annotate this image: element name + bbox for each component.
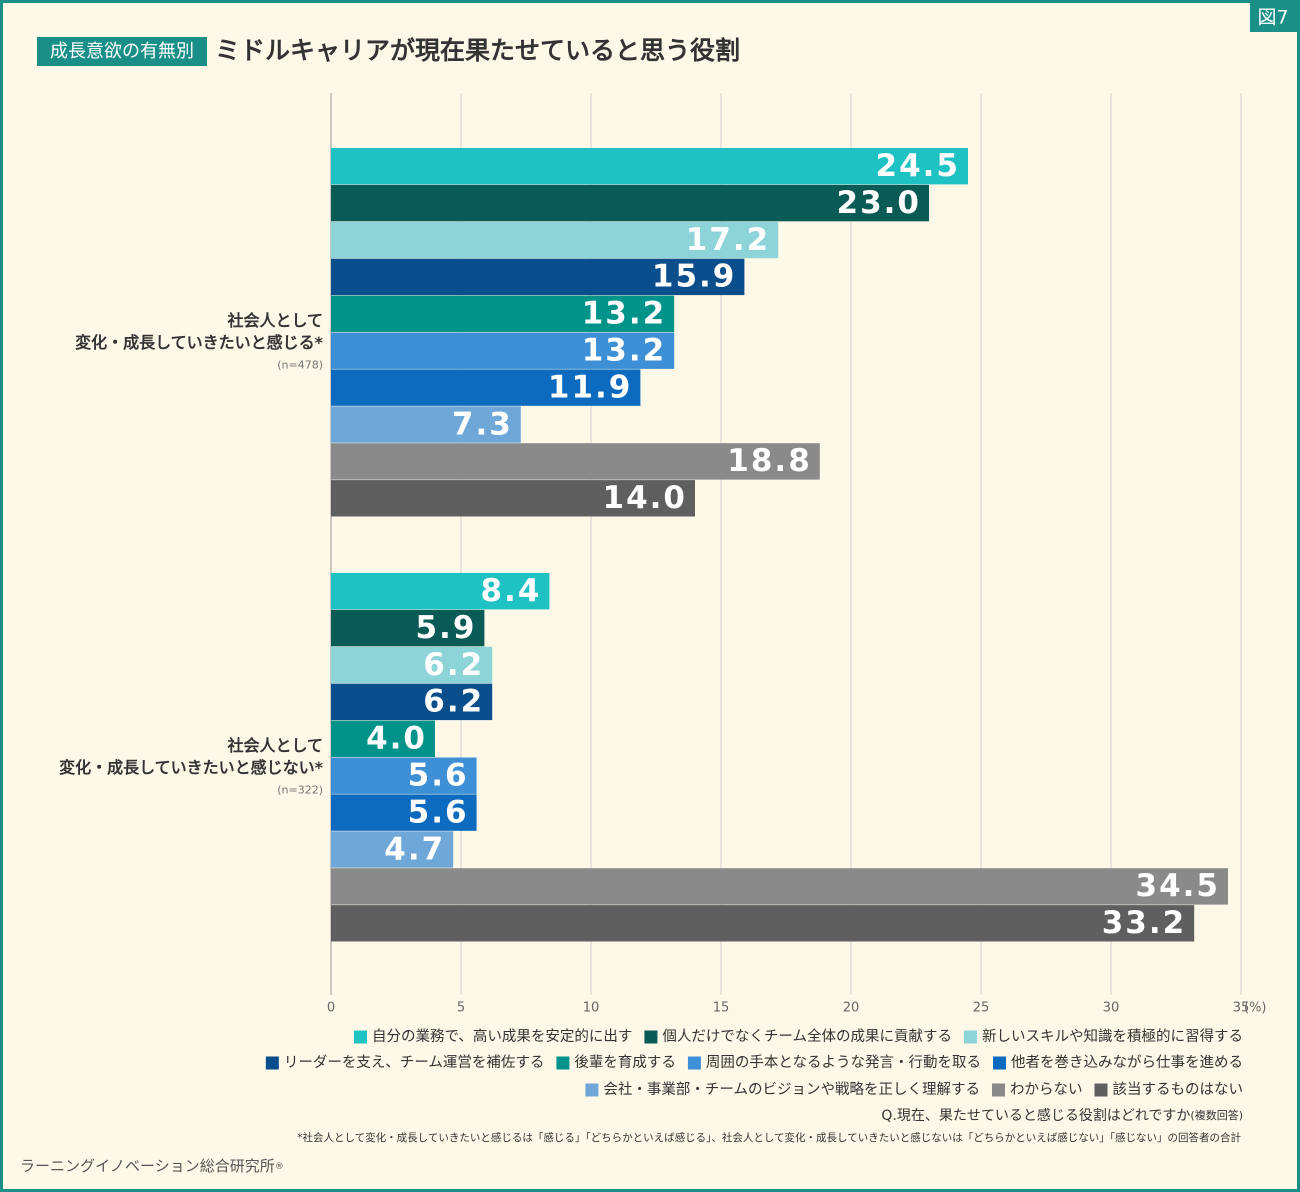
value-label: 8.4 xyxy=(480,573,541,609)
value-label: 17.2 xyxy=(686,222,771,258)
legend-label: 該当するものはない xyxy=(1113,1081,1244,1098)
question-text: Q.現在、果たせていると感じる役割はどれですか xyxy=(881,1107,1190,1124)
bar xyxy=(331,406,521,443)
category-label: 変化・成長していきたいと感じる* xyxy=(75,333,324,352)
bar xyxy=(331,609,485,647)
tag-box xyxy=(37,37,207,66)
legend-label: 後輩を育成する xyxy=(574,1054,676,1071)
legend-swatch xyxy=(354,1030,367,1044)
category-n: (n=322) xyxy=(277,784,323,797)
footnote: *社会人として変化・成長していきたいと感じるは「感じる」「どちらかといえば感じる… xyxy=(297,1131,1241,1144)
category-label: 社会人として xyxy=(226,311,323,330)
bar xyxy=(331,480,695,517)
source: ラーニングイノベーション総合研究所® xyxy=(20,1157,284,1175)
value-label: 4.7 xyxy=(384,831,445,867)
value-label: 15.9 xyxy=(652,259,737,295)
x-tick-label: 30 xyxy=(1103,1001,1120,1016)
legend-swatch xyxy=(556,1056,570,1070)
legend-swatch xyxy=(644,1030,658,1044)
legend-swatch xyxy=(993,1056,1006,1070)
x-tick-label: 25 xyxy=(973,1001,990,1016)
value-label: 13.2 xyxy=(582,332,667,368)
figure-badge xyxy=(1250,2,1297,32)
legend-label: 周囲の手本となるような発言・行動を取る xyxy=(706,1054,981,1071)
x-tick-label: 15 xyxy=(713,1001,730,1016)
bar xyxy=(331,720,435,757)
bar xyxy=(331,573,550,610)
bar xyxy=(331,221,779,259)
question: Q.現在、果たせていると感じる役割はどれですか(複数回答) xyxy=(881,1107,1243,1124)
chart-title: ミドルキャリアが現在果たせていると思う役割 xyxy=(215,36,740,65)
bar xyxy=(331,794,477,831)
value-label: 5.9 xyxy=(415,610,476,646)
value-label: 13.2 xyxy=(582,296,667,332)
value-label: 6.2 xyxy=(423,647,484,683)
value-label: 5.6 xyxy=(408,757,469,793)
legend-swatch xyxy=(992,1083,1005,1097)
legend-swatch xyxy=(1094,1083,1108,1097)
bar xyxy=(331,332,675,369)
x-tick-label: 20 xyxy=(843,1001,860,1016)
value-label: 24.5 xyxy=(876,148,961,184)
bar xyxy=(331,757,477,794)
value-label: 23.0 xyxy=(837,185,922,221)
figure-label: 図7 xyxy=(1257,7,1288,29)
x-unit: (%) xyxy=(1244,1001,1267,1016)
bar xyxy=(331,905,1195,942)
bar xyxy=(331,443,820,480)
value-label: 18.8 xyxy=(727,443,812,479)
legend-label: 会社・事業部・チームのビジョンや戦略を正しく理解する xyxy=(603,1081,980,1098)
question-note: (複数回答) xyxy=(1190,1108,1243,1122)
value-label: 4.0 xyxy=(366,721,427,757)
bar xyxy=(331,258,745,296)
legend-label: 新しいスキルや知識を積極的に習得する xyxy=(982,1028,1243,1045)
legend-label: リーダーを支え、チーム運営を補佐する xyxy=(284,1054,545,1071)
value-label: 6.2 xyxy=(423,684,484,720)
bar xyxy=(331,683,493,721)
legend-swatch xyxy=(687,1056,701,1070)
x-tick-label: 35 xyxy=(1233,1001,1250,1016)
legend-swatch xyxy=(585,1083,599,1097)
source-mark: ® xyxy=(275,1162,284,1172)
legend-label: 個人だけでなくチーム全体の成果に貢献する xyxy=(662,1027,952,1045)
category-n: (n=478) xyxy=(277,359,323,372)
bar xyxy=(331,831,454,868)
x-tick-label: 10 xyxy=(583,1001,600,1016)
legend-label: わからない xyxy=(1010,1081,1083,1098)
value-label: 14.0 xyxy=(603,480,688,516)
category-label: 変化・成長していきたいと感じない* xyxy=(59,758,324,777)
bar xyxy=(331,369,641,406)
x-tick-label: 0 xyxy=(327,1001,335,1016)
legend-swatch xyxy=(265,1056,279,1070)
tag: 成長意欲の有無別 xyxy=(50,41,194,62)
source-text: ラーニングイノベーション総合研究所 xyxy=(20,1157,275,1175)
legend-swatch xyxy=(964,1030,977,1044)
value-label: 7.3 xyxy=(452,406,513,442)
value-label: 5.6 xyxy=(408,794,469,830)
bar xyxy=(331,868,1228,905)
value-label: 11.9 xyxy=(548,369,633,405)
bar xyxy=(331,295,675,332)
value-label: 34.5 xyxy=(1136,868,1221,904)
value-label: 33.2 xyxy=(1102,905,1187,941)
bar xyxy=(331,148,968,185)
legend-label: 自分の業務で、高い成果を安定的に出す xyxy=(372,1028,632,1045)
category-label: 社会人として xyxy=(226,736,323,755)
x-tick-label: 5 xyxy=(457,1001,465,1016)
bar xyxy=(331,646,493,684)
bar xyxy=(331,184,929,222)
legend-label: 他者を巻き込みながら仕事を進める xyxy=(1011,1054,1243,1071)
